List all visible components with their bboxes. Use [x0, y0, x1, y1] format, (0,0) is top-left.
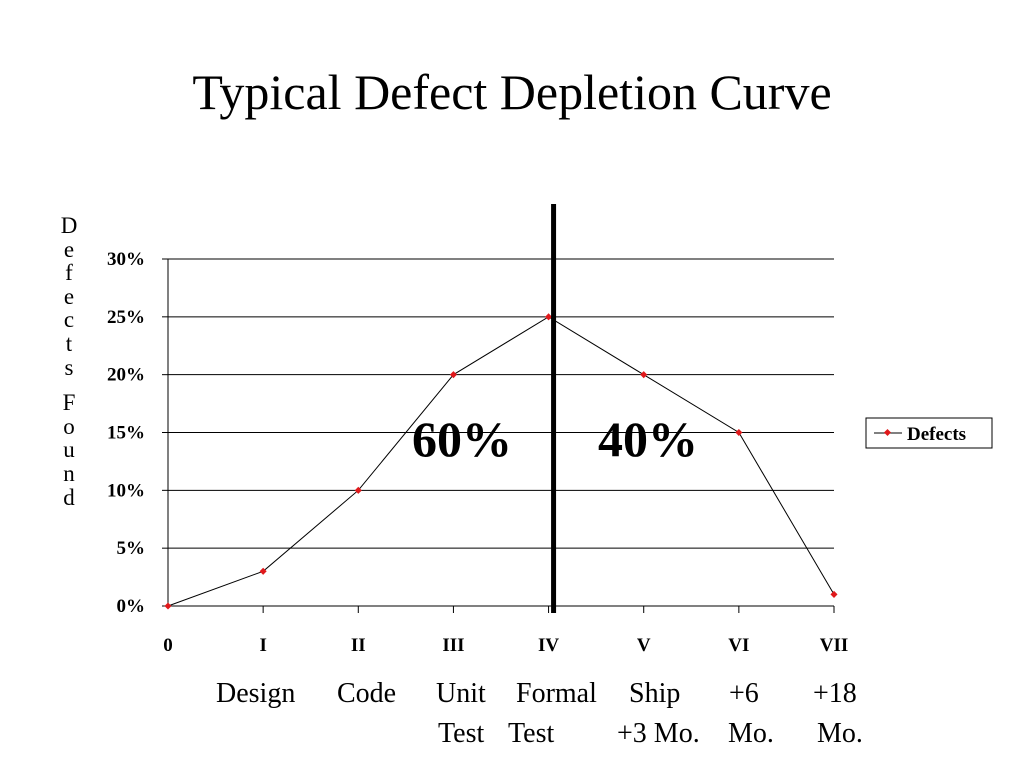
y-axis-label-letter: D [60, 213, 78, 238]
phase-label: Code [337, 678, 397, 709]
y-axis-label-letter: f [65, 260, 73, 286]
data-point [354, 486, 362, 494]
data-point [449, 371, 457, 379]
phase-label-second-line: Mo. [728, 718, 774, 749]
x-tick-label: V [637, 635, 651, 656]
data-point [830, 590, 838, 598]
x-tick-label: III [442, 635, 464, 656]
data-point [735, 428, 743, 437]
phase-label: +6 [729, 678, 759, 709]
legend-label: Defects [907, 424, 966, 445]
y-axis-label-letter: c [63, 307, 75, 333]
y-tick-label: 30% [107, 249, 145, 270]
slide-title: Typical Defect Depletion Curve [192, 64, 832, 120]
series-line-defects [167, 316, 835, 607]
annotation-right-percent: 40% [598, 411, 698, 467]
y-axis-label-letter: d [63, 484, 75, 510]
y-axis-label-letter: n [63, 460, 75, 486]
x-tick-label: VII [820, 635, 849, 656]
y-tick-label: 15% [107, 423, 145, 444]
y-axis-label-letter: F [62, 390, 76, 416]
y-axis-label-letter: e [63, 283, 75, 309]
phase-label: Design [216, 678, 296, 709]
y-axis-label-letter: t [65, 330, 73, 356]
phase-label: Ship [629, 678, 681, 709]
phase-label: Unit [436, 678, 486, 709]
x-tick-label: VI [728, 635, 749, 656]
x-tick-label: II [351, 635, 366, 656]
legend: Defects [865, 417, 993, 449]
y-axis-label-letter: u [63, 437, 75, 463]
data-point [640, 371, 648, 379]
y-axis-label-letter: s [64, 354, 74, 380]
phase-label-second-line: Mo. [817, 718, 863, 749]
y-tick-label: 25% [107, 307, 145, 328]
data-point [545, 313, 553, 321]
y-axis-label-letter: e [63, 236, 75, 262]
y-tick-label: 10% [107, 480, 145, 501]
y-axis-label-letter: o [63, 413, 75, 439]
y-tick-label: 0% [117, 596, 146, 617]
annotation-left-percent: 60% [412, 411, 512, 467]
phase-label-second-line: +3 Mo. [617, 718, 700, 749]
phase-label-second-line: Test [508, 718, 555, 749]
legend-marker-swatch [883, 428, 892, 437]
phase-label: +18 [813, 678, 857, 709]
x-tick-label: 0 [163, 635, 173, 656]
data-point [259, 567, 267, 575]
phase-label: Formal [516, 678, 597, 709]
phase-label-second-line: Test [438, 718, 485, 749]
x-tick-label: IV [538, 635, 559, 656]
x-tick-label: I [259, 635, 266, 656]
data-point [164, 602, 172, 610]
y-tick-label: 5% [117, 538, 146, 559]
y-tick-label: 20% [107, 365, 145, 386]
